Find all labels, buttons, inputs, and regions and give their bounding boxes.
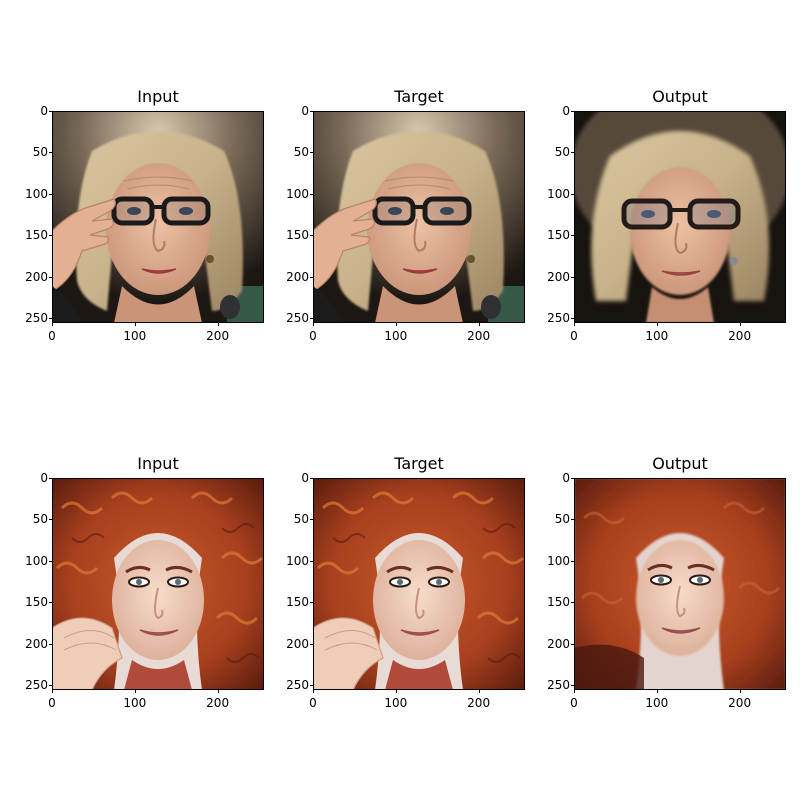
y-tick-label: 250 xyxy=(547,311,575,326)
y-tick-label: 100 xyxy=(547,553,575,568)
x-tick-label: 100 xyxy=(637,322,677,343)
panel-target-row-2: Target xyxy=(286,454,525,710)
y-tick-label: 50 xyxy=(546,145,575,159)
y-tick-label: 0 xyxy=(285,471,314,485)
y-tick-label: 150 xyxy=(547,228,575,243)
x-tick-label: 200 xyxy=(720,689,760,710)
x-tick-label: 0 xyxy=(554,322,594,343)
x-tick-label: 100 xyxy=(115,689,155,710)
y-tick-label: 200 xyxy=(286,636,314,651)
y-tick-label: 100 xyxy=(25,553,53,568)
y-tick-label: 200 xyxy=(547,269,575,284)
axes-frame xyxy=(313,111,525,323)
x-tick-label: 0 xyxy=(554,689,594,710)
face-photo xyxy=(574,478,786,690)
y-tick-label: 250 xyxy=(547,678,575,693)
panel-output-row-1: Output 0 50 100 150 200 250 0 100 200 xyxy=(547,87,786,343)
y-tick-label: 0 xyxy=(285,104,314,118)
panel-title: Input xyxy=(137,454,179,473)
panel-title: Output xyxy=(652,454,708,473)
face-photo xyxy=(52,111,264,323)
y-tick-label: 250 xyxy=(286,678,314,693)
panel-input-row-1: Input 0 50 100 150 200 250 0 100 200 xyxy=(25,87,264,343)
y-tick-label: 150 xyxy=(286,595,314,610)
x-tick-label: 200 xyxy=(459,322,499,343)
x-tick-label: 200 xyxy=(198,322,238,343)
y-tick-label: 0 xyxy=(24,104,53,118)
y-tick-label: 50 xyxy=(285,145,314,159)
axes-frame xyxy=(574,111,786,323)
y-tick-label: 200 xyxy=(25,636,53,651)
y-tick-label: 200 xyxy=(286,269,314,284)
panel-input-row-2: Input xyxy=(25,454,264,710)
panel-title: Target xyxy=(394,454,444,473)
face-photo xyxy=(574,111,786,323)
face-photo xyxy=(52,478,264,690)
panel-output-row-2: Output 0 50 100 150 200 250 0 100 200 xyxy=(547,454,786,710)
x-tick-label: 0 xyxy=(32,689,72,710)
y-tick-label: 50 xyxy=(546,512,575,526)
x-tick-label: 100 xyxy=(637,689,677,710)
axes-frame xyxy=(52,478,264,690)
x-tick-label: 200 xyxy=(459,689,499,710)
y-tick-label: 50 xyxy=(285,512,314,526)
axes-frame xyxy=(574,478,786,690)
panel-target-row-1: Target 0 50 100 150 200 250 0 100 200 xyxy=(286,87,525,343)
face-photo xyxy=(313,478,525,690)
y-tick-label: 100 xyxy=(547,186,575,201)
y-tick-label: 150 xyxy=(286,228,314,243)
y-tick-label: 0 xyxy=(546,104,575,118)
x-tick-label: 200 xyxy=(720,322,760,343)
x-tick-label: 100 xyxy=(376,689,416,710)
y-tick-label: 50 xyxy=(24,512,53,526)
y-tick-label: 100 xyxy=(25,186,53,201)
y-tick-label: 100 xyxy=(286,186,314,201)
y-tick-label: 150 xyxy=(25,595,53,610)
x-tick-label: 100 xyxy=(115,322,155,343)
face-photo xyxy=(313,111,525,323)
y-tick-label: 250 xyxy=(25,678,53,693)
y-tick-label: 150 xyxy=(547,595,575,610)
x-tick-label: 0 xyxy=(32,322,72,343)
y-tick-label: 250 xyxy=(286,311,314,326)
y-tick-label: 50 xyxy=(24,145,53,159)
x-tick-label: 0 xyxy=(293,689,333,710)
y-tick-label: 0 xyxy=(546,471,575,485)
y-tick-label: 0 xyxy=(24,471,53,485)
panel-title: Output xyxy=(652,87,708,106)
axes-frame xyxy=(313,478,525,690)
y-tick-label: 150 xyxy=(25,228,53,243)
y-tick-label: 200 xyxy=(25,269,53,284)
x-tick-label: 200 xyxy=(198,689,238,710)
axes-frame xyxy=(52,111,264,323)
x-tick-label: 0 xyxy=(293,322,333,343)
x-tick-label: 100 xyxy=(376,322,416,343)
panel-title: Input xyxy=(137,87,179,106)
panel-title: Target xyxy=(394,87,444,106)
y-tick-label: 250 xyxy=(25,311,53,326)
y-tick-label: 100 xyxy=(286,553,314,568)
y-tick-label: 200 xyxy=(547,636,575,651)
